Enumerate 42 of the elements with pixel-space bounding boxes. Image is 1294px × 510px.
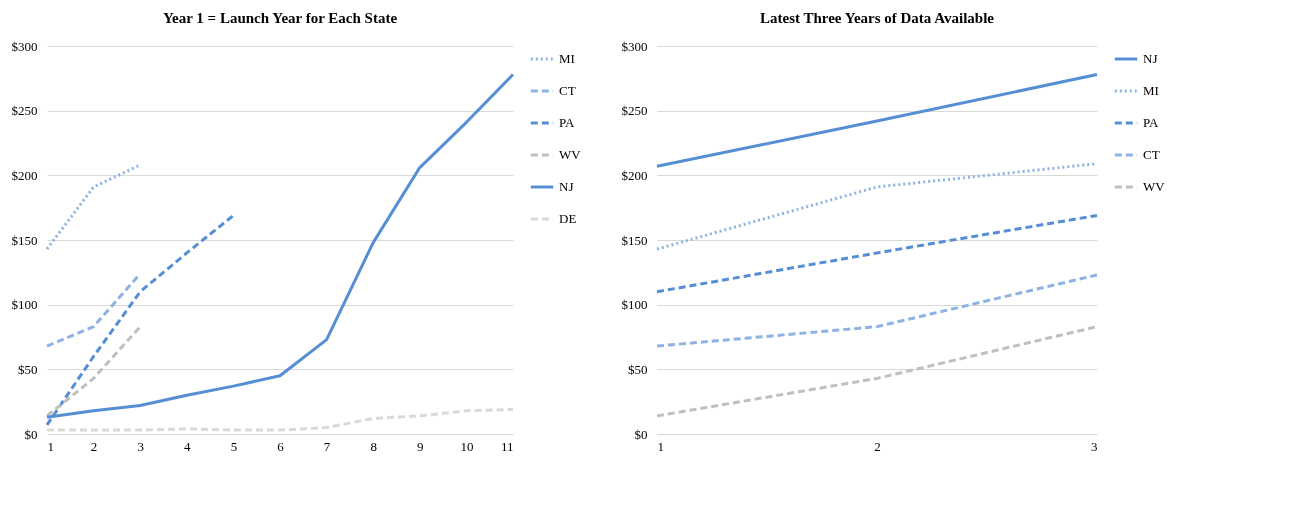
x-tick-label: 10 <box>460 438 474 454</box>
y-tick-label: $250 <box>621 103 648 119</box>
legend-label: DE <box>559 211 577 226</box>
x-tick-label: 1 <box>657 438 664 454</box>
y-tick-label: $100 <box>621 297 648 313</box>
y-tick-label: $100 <box>11 297 38 313</box>
y-tick-label: $0 <box>24 426 38 442</box>
line-series <box>45 407 515 432</box>
legend-label: PA <box>1143 115 1160 130</box>
y-tick-label: $250 <box>11 103 38 119</box>
y-tick-label: $50 <box>18 361 38 377</box>
x-tick-label: 6 <box>277 438 285 454</box>
x-tick-label: 9 <box>417 438 424 454</box>
legend-label: PA <box>559 115 576 130</box>
legend-label: WV <box>1143 179 1166 194</box>
legend-label: MI <box>1143 83 1159 98</box>
x-tick-label: 3 <box>1091 438 1098 454</box>
y-tick-label: $0 <box>634 426 648 442</box>
chart-title: Year 1 = Launch Year for Each State <box>162 10 398 26</box>
legend-label: NJ <box>559 179 574 194</box>
x-tick-label: 11 <box>500 438 514 454</box>
legend-label: WV <box>559 147 582 162</box>
legend-label: CT <box>1143 147 1160 162</box>
y-tick-label: $300 <box>11 38 38 54</box>
legend-label: NJ <box>1143 51 1158 66</box>
x-tick-label: 2 <box>90 438 98 454</box>
legend-label: CT <box>559 83 576 98</box>
x-tick-label: 5 <box>230 438 238 454</box>
y-tick-label: $200 <box>621 167 648 183</box>
x-tick-label: 1 <box>47 438 54 454</box>
x-tick-label: 2 <box>874 438 881 454</box>
y-tick-label: $150 <box>621 232 648 248</box>
legend-label: MI <box>559 51 575 66</box>
y-tick-label: $50 <box>628 361 648 377</box>
chart-title: Latest Three Years of Data Available <box>759 10 995 26</box>
y-tick-label: $150 <box>11 232 38 248</box>
y-tick-label: $200 <box>11 167 38 183</box>
x-tick-label: 4 <box>184 438 192 454</box>
x-tick-label: 3 <box>137 438 144 454</box>
y-tick-label: $300 <box>621 38 648 54</box>
x-tick-label: 8 <box>370 438 377 454</box>
x-tick-label: 7 <box>323 438 331 454</box>
